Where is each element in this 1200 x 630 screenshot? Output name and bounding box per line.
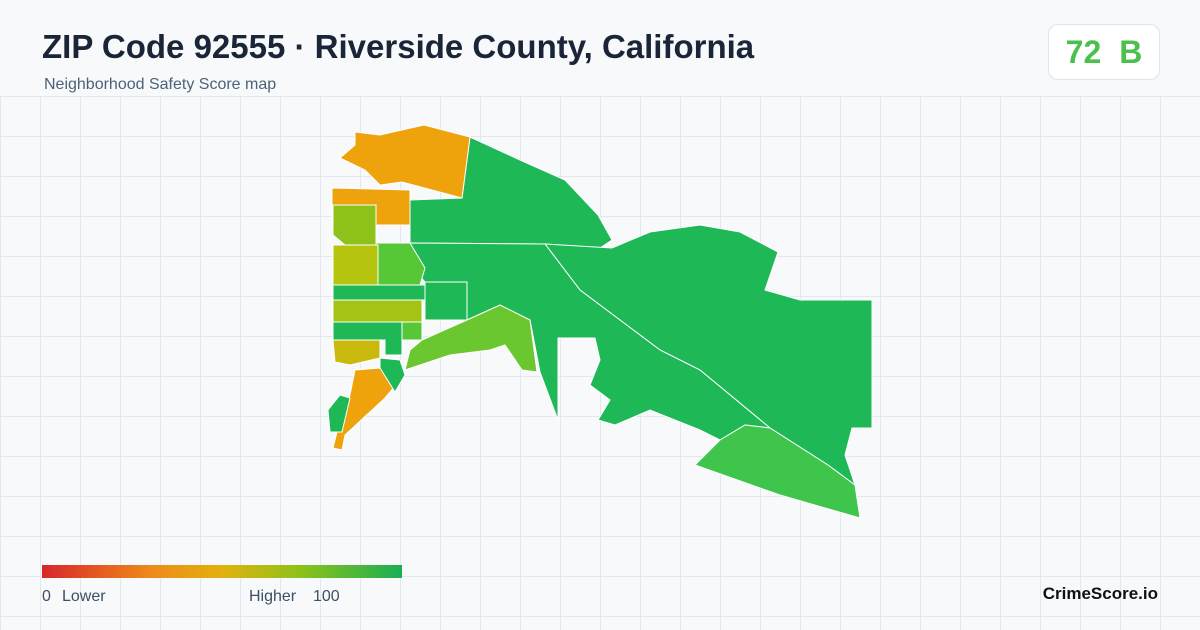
region bbox=[404, 304, 538, 373]
title: ZIP Code 92555 · Riverside County, Calif… bbox=[42, 28, 755, 65]
region bbox=[401, 321, 423, 341]
legend-max: 100 bbox=[313, 588, 340, 605]
legend-max-label: Higher bbox=[249, 588, 297, 605]
score: 72 bbox=[1065, 33, 1102, 70]
legend-gradient bbox=[42, 565, 402, 578]
region bbox=[332, 204, 377, 246]
region bbox=[339, 124, 471, 199]
legend-min: 0 bbox=[42, 588, 51, 605]
region bbox=[543, 224, 873, 487]
score-badge: 72 B bbox=[1048, 24, 1160, 80]
region bbox=[332, 244, 379, 286]
brand: CrimeScore.io bbox=[1042, 584, 1158, 603]
region bbox=[332, 339, 381, 366]
legend-min-label: Lower bbox=[62, 588, 106, 605]
region bbox=[694, 424, 861, 519]
region bbox=[332, 299, 423, 323]
grade: B bbox=[1119, 33, 1143, 70]
region bbox=[327, 357, 406, 433]
header: ZIP Code 92555 · Riverside County, Calif… bbox=[0, 0, 1200, 97]
subtitle: Neighborhood Safety Score map bbox=[44, 76, 277, 93]
